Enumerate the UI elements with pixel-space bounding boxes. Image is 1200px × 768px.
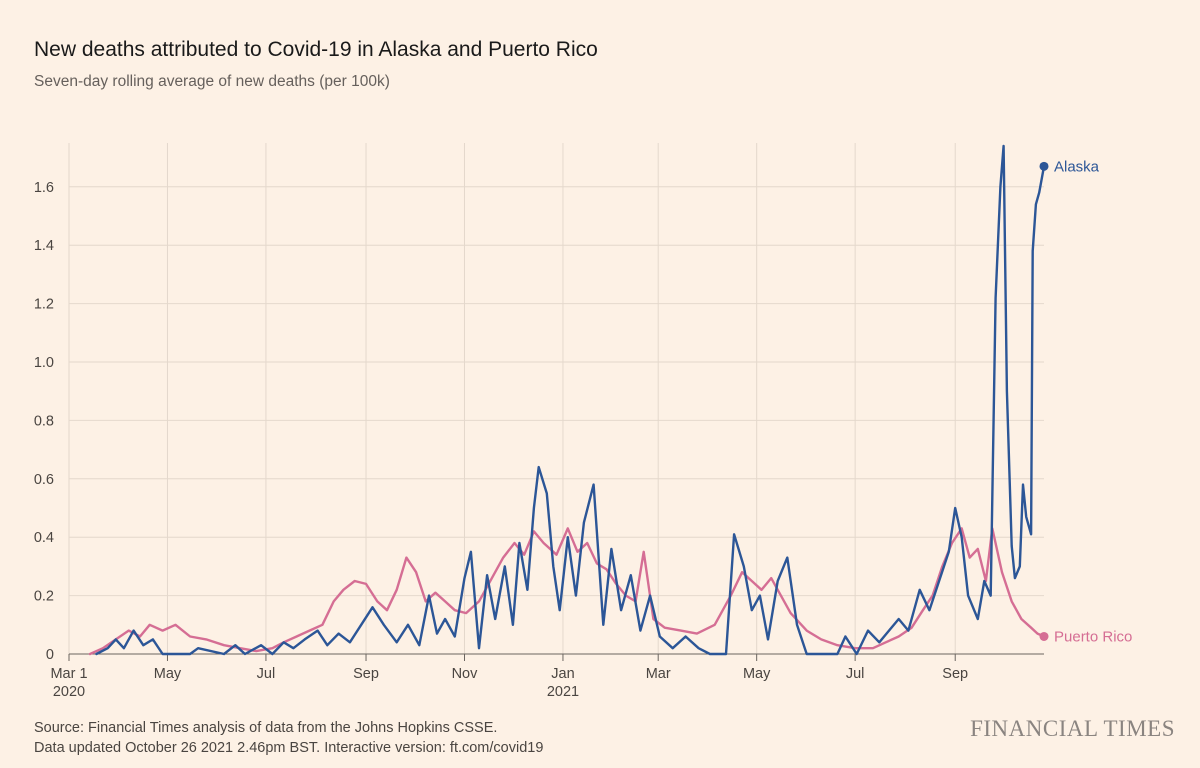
x-tick-label: Jul (846, 666, 865, 682)
chart-footer: Source: Financial Times analysis of data… (34, 718, 543, 758)
series-label-alaska: Alaska (1054, 158, 1100, 175)
x-tick-label: Sep (942, 666, 968, 682)
chart-subtitle: Seven-day rolling average of new deaths … (34, 73, 390, 90)
x-tick-label: Jul (257, 666, 276, 682)
source-note: Source: Financial Times analysis of data… (34, 720, 498, 736)
x-tick-label: May (154, 666, 182, 682)
x-tick-label: Sep (353, 666, 379, 682)
series-line-alaska (95, 144, 1046, 656)
y-tick-label: 1.2 (34, 297, 54, 313)
y-tick-label: 1.4 (34, 238, 54, 254)
y-tick-label: 0.4 (34, 530, 54, 546)
series-label-puerto-rico: Puerto Rico (1054, 628, 1132, 645)
x-tick-label: May (743, 666, 771, 682)
end-marker-puerto-rico (1039, 631, 1049, 641)
y-tick-label: 0.6 (34, 472, 54, 488)
x-tick-label: Jan (551, 666, 574, 682)
x-tick-year-label: 2021 (547, 684, 579, 700)
y-tick-label: 0.8 (34, 413, 54, 429)
x-tick-label: Mar 1 (50, 666, 87, 682)
y-tick-label: 1.0 (34, 355, 54, 371)
y-tick-label: 0.2 (34, 589, 54, 605)
end-marker-alaska (1039, 161, 1049, 171)
y-tick-label: 0 (46, 647, 54, 663)
x-tick-label: Nov (452, 666, 479, 682)
x-tick-label: Mar (646, 666, 671, 682)
y-tick-label: 1.6 (34, 180, 54, 196)
update-note: Data updated October 26 2021 2.46pm BST.… (34, 740, 544, 756)
brand-logo: FINANCIAL TIMES (970, 716, 1175, 741)
x-tick-year-label: 2020 (53, 684, 85, 700)
chart-title: New deaths attributed to Covid-19 in Ala… (34, 38, 598, 61)
